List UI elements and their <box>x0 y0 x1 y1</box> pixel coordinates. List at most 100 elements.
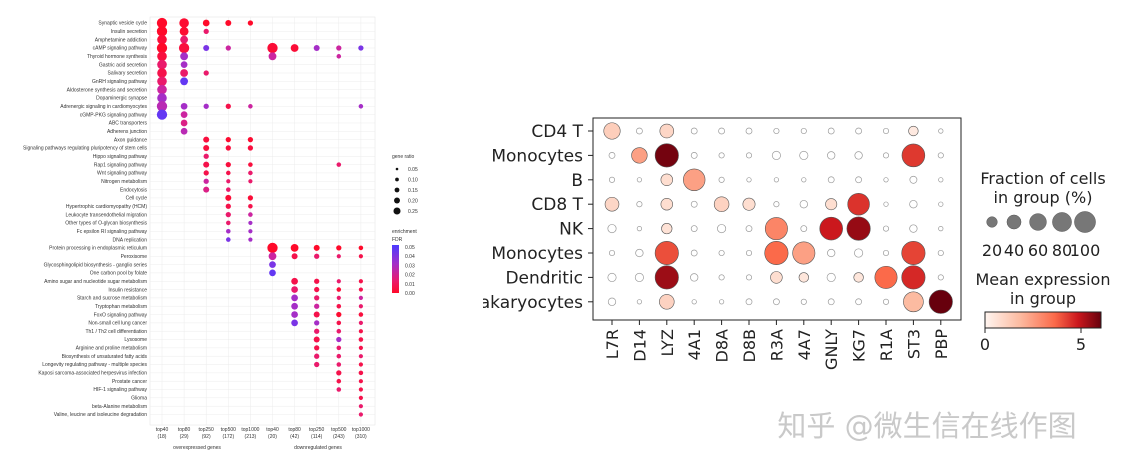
left-y-tick-label: Insulin resistance <box>108 287 147 293</box>
left-point <box>180 35 189 44</box>
left-y-tick-label: Synaptic vesicle cycle <box>98 21 147 27</box>
right-point <box>937 274 944 281</box>
right-color-legend: Mean expression in group 0 5 <box>976 270 1111 354</box>
left-size-legend-title: gene ratio <box>392 154 414 160</box>
right-size-legend-dot <box>1029 213 1047 231</box>
left-point <box>336 370 342 376</box>
right-point <box>798 272 809 283</box>
left-point <box>226 220 231 226</box>
right-point <box>718 299 725 305</box>
right-x-axis-labels: L7R D14 LYZ 4A1 D8A D8B R3A 4A7 GNLY KG7 R1A ST3 PBP <box>603 329 951 370</box>
right-point <box>718 127 725 135</box>
right-x-tick-label: GNLY <box>822 329 841 370</box>
right-point <box>773 201 780 208</box>
left-point <box>203 28 209 34</box>
right-point <box>908 125 919 137</box>
left-y-tick-label: Longevity regulating pathway - multiple … <box>42 362 147 368</box>
right-point <box>608 152 616 159</box>
right-point <box>773 298 780 306</box>
right-point <box>745 152 753 159</box>
left-point <box>291 277 298 285</box>
right-point <box>771 150 781 160</box>
right-point <box>654 265 679 290</box>
left-y-tick-label: Th1 / Th2 cell differentiation <box>85 329 147 335</box>
left-y-tick-label: Kaposi sarcoma-associated herpesvirus in… <box>38 371 147 377</box>
left-point <box>180 77 189 86</box>
left-point <box>226 187 231 192</box>
left-y-tick-label: DNA replication <box>113 237 148 243</box>
left-point <box>291 286 298 293</box>
left-gridlines <box>150 17 375 425</box>
left-point <box>291 319 298 327</box>
right-point <box>718 152 725 159</box>
left-point <box>248 229 253 234</box>
left-y-tick-label: Thyroid hormone synthesis <box>87 54 148 60</box>
left-point <box>225 103 231 109</box>
right-point <box>608 176 616 183</box>
left-point <box>314 286 320 293</box>
left-x-tick-label: top40 <box>266 427 279 433</box>
left-y-tick-label: Adrenergic signaling in cardiomyocytes <box>60 104 147 110</box>
left-point <box>336 353 342 359</box>
left-point <box>180 102 188 110</box>
left-x-tick-label: top1000 <box>352 427 370 433</box>
right-color-legend-title-2: in group <box>1010 289 1076 308</box>
right-point <box>800 225 808 232</box>
left-size-legend-dot <box>395 167 399 171</box>
right-point <box>745 249 753 257</box>
left-y-tick-label: ABC transporters <box>109 121 148 127</box>
left-point <box>358 370 364 376</box>
left-point <box>225 136 231 143</box>
left-point <box>336 328 342 334</box>
right-size-legend-dot <box>1052 212 1072 232</box>
right-point <box>825 198 838 211</box>
left-y-tick-label: Valine, leucine and isoleucine degradati… <box>54 412 148 418</box>
left-point <box>336 311 342 318</box>
left-point <box>179 26 189 36</box>
right-color-legend-title-1: Mean expression <box>976 270 1111 289</box>
left-point <box>226 228 231 234</box>
left-x-tick-count: (172) <box>222 434 234 440</box>
left-y-tick-label: Peroxisome <box>121 254 148 260</box>
left-point <box>314 320 320 326</box>
left-point <box>203 153 209 159</box>
left-point <box>247 145 254 151</box>
right-y-axis-labels: CD4 T Monocytes B CD8 T NK Monocytes Dendritic… <box>480 122 584 313</box>
right-point <box>909 200 918 209</box>
crop-mask-left <box>470 100 483 320</box>
left-point <box>156 42 168 54</box>
left-point <box>358 312 364 317</box>
left-color-legend-title-1: enrichment <box>392 229 417 235</box>
right-point <box>745 225 753 232</box>
left-point <box>267 242 278 254</box>
left-point <box>313 336 320 343</box>
right-point <box>631 147 648 164</box>
right-axis-ticks <box>588 130 942 325</box>
left-color-legend-label: 0.05 <box>405 245 415 251</box>
right-point <box>636 299 643 305</box>
right-x-tick-label: KG7 <box>850 329 869 362</box>
left-point <box>358 354 363 359</box>
left-point <box>225 145 231 151</box>
left-y-tick-label: FoxO signaling pathway <box>94 312 148 318</box>
left-y-tick-label: One carbon pool by folate <box>90 271 147 277</box>
right-point <box>882 298 890 305</box>
right-point <box>901 143 926 168</box>
left-point <box>180 52 189 61</box>
right-point <box>604 196 620 212</box>
right-point <box>745 298 753 306</box>
right-point <box>661 223 673 235</box>
left-point <box>203 178 209 184</box>
right-color-label-0: 0 <box>980 335 990 354</box>
left-y-tick-label: Cell cycle <box>126 196 148 202</box>
left-x-tick-label: top500 <box>331 427 347 433</box>
right-point <box>683 168 706 191</box>
left-color-legend-label: 0.03 <box>405 263 415 269</box>
right-point <box>717 224 727 234</box>
right-point <box>718 274 725 281</box>
left-y-tick-label: Biosynthesis of unsaturated fatty acids <box>62 354 148 360</box>
right-point <box>901 265 926 290</box>
left-point <box>358 320 363 325</box>
left-point <box>358 279 363 284</box>
left-point <box>290 44 299 52</box>
